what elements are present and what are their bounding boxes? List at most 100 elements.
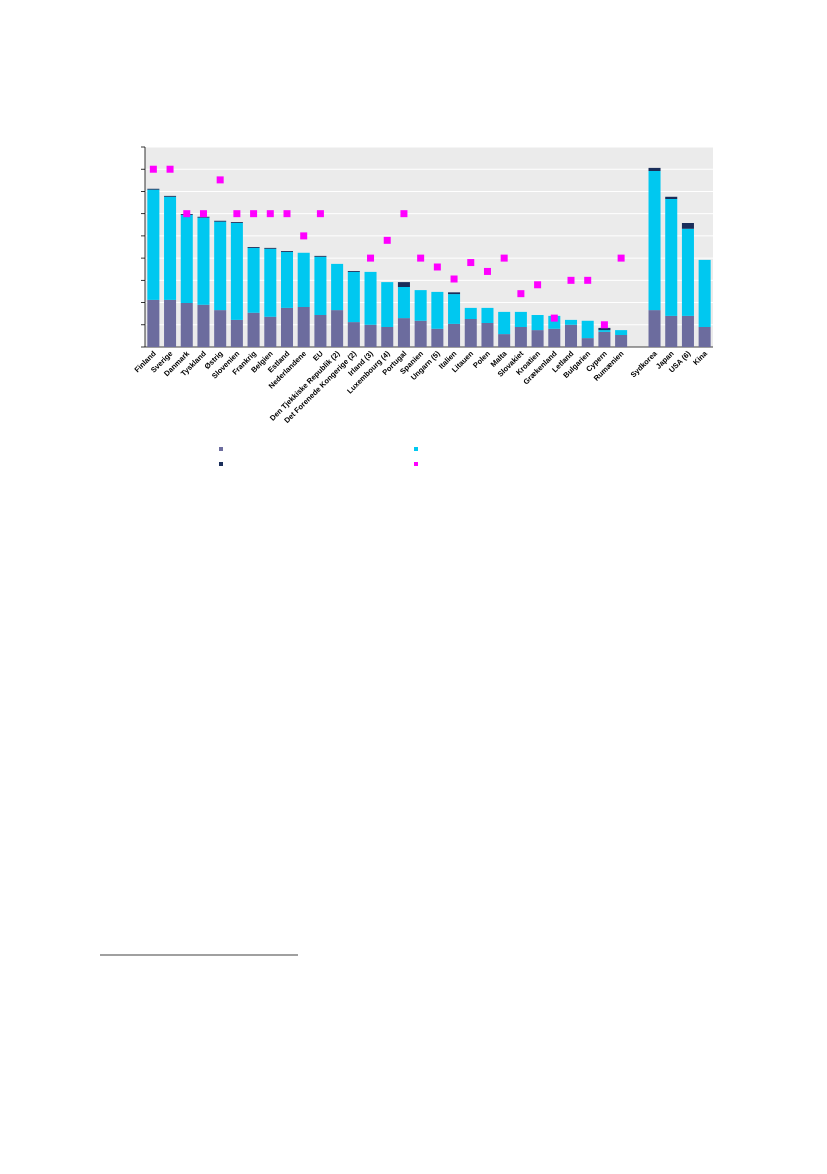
bar-segment: [381, 327, 394, 347]
bar-segment: [648, 167, 661, 171]
bar-segment: [397, 318, 410, 347]
bar-segment: [448, 292, 461, 295]
target-marker: [600, 321, 608, 329]
bar-segment: [180, 215, 193, 303]
bar-segment: [615, 335, 628, 347]
bar-segment: [147, 299, 160, 347]
bar-segment: [230, 223, 243, 320]
target-marker: [266, 210, 274, 218]
bar-segment: [514, 327, 527, 347]
bar-segment: [214, 310, 227, 347]
plot-background: [145, 147, 713, 347]
bar-segment: [331, 263, 344, 311]
bar-segment: [498, 334, 511, 347]
bar-segment: [531, 315, 544, 331]
bar-segment: [280, 307, 294, 347]
bar-segment: [230, 319, 243, 347]
bar-segment: [364, 271, 377, 325]
bar-segment: [531, 330, 544, 347]
bar-segment: [197, 216, 210, 218]
legend-swatch: [414, 447, 418, 451]
bar-segment: [197, 217, 210, 305]
bar-segment: [147, 188, 160, 190]
target-marker: [584, 276, 592, 284]
bar-segment: [648, 171, 661, 311]
bar-segment: [247, 247, 260, 248]
bar-segment: [481, 307, 494, 323]
target-marker: [433, 263, 441, 271]
target-marker: [216, 176, 224, 184]
bar-segment: [247, 312, 260, 347]
bar-segment: [164, 196, 177, 300]
bar-segment: [164, 195, 177, 197]
bar-segment: [481, 323, 494, 347]
target-marker: [383, 236, 391, 244]
bar-segment: [314, 255, 327, 257]
bar-segment: [197, 304, 210, 347]
bar-segment: [665, 199, 678, 316]
bar-segment: [598, 331, 611, 347]
bar-segment: [698, 327, 711, 347]
bar-segment: [464, 319, 477, 347]
target-marker: [250, 210, 258, 218]
target-marker: [166, 165, 174, 173]
bar-segment: [564, 324, 578, 347]
bar-segment: [414, 320, 427, 347]
target-marker: [316, 210, 324, 218]
bar-segment: [364, 324, 377, 347]
bar-segment: [214, 220, 227, 222]
bar-segment: [347, 322, 360, 347]
bar-segment: [615, 330, 628, 335]
target-marker: [400, 210, 408, 218]
bar-segment: [665, 196, 678, 199]
bar-segment: [598, 330, 611, 332]
target-marker: [517, 290, 525, 298]
bar-segment: [280, 251, 294, 308]
legend-swatch: [219, 447, 223, 451]
bar-segment: [448, 323, 461, 347]
bar-segment: [681, 228, 694, 316]
x-tick-label: Polen: [471, 349, 492, 370]
bar-segment: [397, 282, 410, 287]
target-marker: [149, 165, 157, 173]
bar-segment: [464, 307, 477, 319]
bar-segment: [264, 248, 277, 317]
bar-segment: [665, 315, 678, 347]
bar-segment: [230, 222, 243, 223]
target-marker: [283, 210, 291, 218]
target-marker: [183, 210, 191, 218]
bar-segment: [681, 223, 694, 229]
legend-swatch: [414, 462, 418, 466]
bar-segment: [564, 319, 578, 325]
bar-segment: [331, 310, 344, 347]
bar-segment: [214, 221, 227, 311]
bar-segment: [264, 316, 277, 347]
bar-segment: [431, 291, 444, 329]
target-marker: [483, 267, 491, 275]
bar-segment: [498, 311, 511, 335]
bar-segment: [297, 252, 310, 307]
bar-segment: [381, 282, 394, 327]
bar-segment: [314, 315, 327, 347]
bar-segment: [247, 247, 260, 313]
bar-segment: [347, 271, 360, 323]
bar-segment: [698, 259, 711, 327]
bar-segment: [581, 338, 594, 347]
target-marker: [199, 210, 207, 218]
target-marker: [567, 276, 575, 284]
x-tick-label: Kina: [691, 348, 709, 366]
bar-segment: [514, 311, 527, 327]
target-marker: [500, 254, 508, 262]
bar-segment: [581, 320, 594, 339]
bar-segment: [598, 327, 611, 331]
bar-segment: [347, 271, 360, 272]
bar-segment: [448, 294, 461, 324]
target-marker: [534, 281, 542, 289]
bar-segment: [147, 189, 160, 300]
target-marker: [550, 314, 558, 322]
bar-segment: [681, 315, 694, 347]
bar-segment: [297, 307, 310, 347]
target-marker: [300, 232, 308, 240]
